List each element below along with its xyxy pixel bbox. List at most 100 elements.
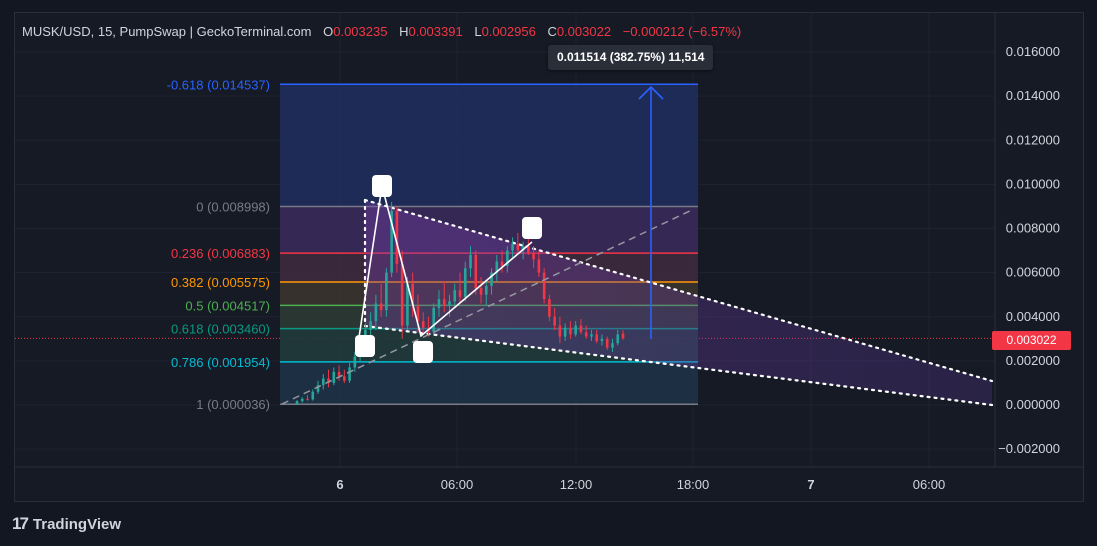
fib-level-label: 0.786 (0.001954) <box>171 355 270 370</box>
y-tick-label: 0.014000 <box>1006 88 1060 103</box>
candle-body <box>500 261 504 267</box>
fib-level-label: -0.618 (0.014537) <box>167 77 270 92</box>
low-value: 0.002956 <box>481 24 536 39</box>
close-label: C <box>547 24 557 39</box>
pattern-point-marker[interactable] <box>372 175 392 197</box>
candle-body <box>295 401 299 405</box>
candle-body <box>395 210 399 264</box>
candle-body <box>574 325 577 335</box>
candle-body <box>516 243 520 251</box>
zigzag-pattern[interactable] <box>357 185 533 345</box>
fib-band <box>280 84 698 207</box>
symbol-title[interactable]: MUSK/USD, 15, PumpSwap | GeckoTerminal.c… <box>22 24 312 39</box>
candle-body <box>327 378 330 383</box>
y-tick-label: 0.002000 <box>1006 353 1060 368</box>
fib-level-label: 0.618 (0.003460) <box>171 322 270 337</box>
candle-body <box>416 305 420 322</box>
candle-body <box>437 299 441 308</box>
y-tick-label: 0.008000 <box>1006 221 1060 236</box>
candle-body <box>590 334 593 337</box>
y-tick-label: −0.002000 <box>998 441 1060 456</box>
candle-body <box>306 398 309 400</box>
wedge-lower-line[interactable] <box>363 324 994 407</box>
candle-body <box>495 261 499 273</box>
fib-level-label: 0.5 (0.004517) <box>185 298 270 313</box>
pattern-point-marker[interactable] <box>522 217 542 239</box>
fib-level-label: 0.382 (0.005575) <box>171 275 270 290</box>
fib-level-label: 0 (0.008998) <box>196 199 270 214</box>
last-price-tag: 0.003022 <box>992 331 1071 350</box>
candle-body <box>421 321 425 328</box>
candle-body <box>348 367 351 381</box>
open-label: O <box>323 24 334 39</box>
chart-header: MUSK/USD, 15, PumpSwap | GeckoTerminal.c… <box>22 24 741 39</box>
candle-body <box>532 252 535 260</box>
pattern-point-marker[interactable] <box>355 335 375 357</box>
x-tick-label: 18:00 <box>677 477 710 492</box>
candle-body <box>379 303 383 311</box>
y-tick-label: 0.004000 <box>1006 309 1060 324</box>
y-tick-label: 0.016000 <box>1006 44 1060 59</box>
measure-tooltip: 0.011514 (382.75%) 11,514 <box>548 45 714 70</box>
candles <box>295 202 625 405</box>
change-value: −0.000212 (−6.57%) <box>622 24 742 39</box>
pattern-point-marker[interactable] <box>413 341 433 363</box>
x-tick-label: 12:00 <box>560 477 593 492</box>
candle-body <box>611 343 614 348</box>
fib-level-label: 0.236 (0.006883) <box>171 246 270 261</box>
y-tick-label: 0.012000 <box>1006 132 1060 147</box>
candle-body <box>521 246 525 251</box>
candle-body <box>542 272 546 300</box>
x-tick-label: 6 <box>336 477 343 492</box>
candle-body <box>621 333 625 339</box>
trend-line-dashed[interactable] <box>281 209 693 405</box>
y-tick-label: 0.010000 <box>1006 176 1060 191</box>
candle-body <box>385 272 388 311</box>
candle-body <box>369 321 372 330</box>
candle-body <box>374 303 378 322</box>
candle-body <box>595 334 599 342</box>
candle-body <box>616 334 620 344</box>
candle-body <box>479 288 483 295</box>
candle-body <box>343 376 346 381</box>
candle-body <box>548 299 551 317</box>
measure-arrow-head[interactable] <box>638 85 664 100</box>
high-value: 0.003391 <box>408 24 463 39</box>
candle-body <box>316 385 320 392</box>
axes: 0.016000 0.014000 0.012000 0.010000 0.008000… <box>15 13 1084 492</box>
candle-body <box>353 356 357 368</box>
close-value: 0.003022 <box>556 24 612 39</box>
candle-body <box>337 371 341 377</box>
candle-body <box>579 325 583 333</box>
drawings[interactable] <box>281 85 693 405</box>
candle-body <box>432 307 436 333</box>
candle-body <box>321 378 325 386</box>
candle-body <box>406 283 409 326</box>
candle-body <box>332 371 336 383</box>
candle-body <box>558 325 562 337</box>
candle-body <box>458 290 462 297</box>
candle-body <box>490 272 493 286</box>
candle-body <box>300 398 304 402</box>
candle-body <box>453 290 457 302</box>
y-tick-label: 0.000000 <box>1006 397 1060 412</box>
tradingview-logo[interactable]: 17 TradingView <box>12 514 121 534</box>
candle-body <box>537 259 541 273</box>
fib-band <box>280 361 698 405</box>
candle-body <box>448 301 451 306</box>
candle-body <box>311 391 315 400</box>
candle-body <box>584 332 588 337</box>
fib-labels: -0.618 (0.014537) 0 (0.008998) 0.236 (0.00… <box>167 77 270 412</box>
candle-body <box>469 254 472 269</box>
candle-body <box>605 338 609 348</box>
candle-body <box>511 243 514 251</box>
low-label: L <box>474 24 482 39</box>
x-tick-label: 06:00 <box>913 477 946 492</box>
candle-body <box>600 338 604 342</box>
candle-body <box>411 283 414 306</box>
candle-body <box>442 299 446 306</box>
candle-body <box>569 327 572 335</box>
candle-body <box>553 316 556 326</box>
open-value: 0.003235 <box>333 24 388 39</box>
